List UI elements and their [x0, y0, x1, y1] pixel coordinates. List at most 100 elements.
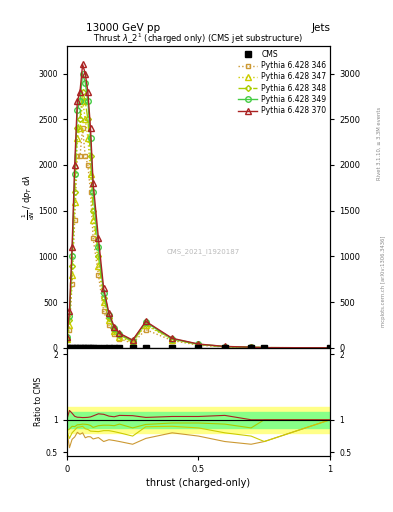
Line: Pythia 6.428 347: Pythia 6.428 347	[64, 98, 333, 351]
Pythia 6.428 347	[101, 299, 106, 305]
Pythia 6.428 370	[196, 341, 201, 347]
Pythia 6.428 348	[86, 116, 90, 122]
Pythia 6.428 349	[196, 341, 201, 347]
Pythia 6.428 346	[91, 235, 95, 241]
Pythia 6.428 348	[78, 116, 83, 122]
CMS	[67, 345, 72, 351]
Pythia 6.428 348	[67, 317, 72, 324]
Pythia 6.428 370	[83, 71, 88, 77]
Pythia 6.428 348	[70, 263, 74, 269]
CMS	[170, 345, 174, 351]
Pythia 6.428 370	[75, 98, 80, 104]
Pythia 6.428 370	[107, 310, 111, 316]
Pythia 6.428 346	[249, 345, 253, 351]
Pythia 6.428 370	[328, 345, 332, 351]
Pythia 6.428 370	[130, 337, 135, 343]
CMS	[80, 345, 85, 351]
Pythia 6.428 347	[83, 116, 88, 122]
Pythia 6.428 370	[91, 180, 95, 186]
Pythia 6.428 349	[64, 334, 69, 340]
CMS	[70, 345, 74, 351]
Pythia 6.428 346	[64, 336, 69, 342]
Pythia 6.428 370	[143, 318, 148, 325]
Y-axis label: Ratio to CMS: Ratio to CMS	[34, 377, 43, 426]
Pythia 6.428 370	[170, 335, 174, 342]
Pythia 6.428 370	[249, 344, 253, 350]
Pythia 6.428 346	[262, 345, 267, 351]
CMS	[75, 345, 80, 351]
Pythia 6.428 347	[249, 344, 253, 350]
Pythia 6.428 349	[75, 107, 80, 113]
Pythia 6.428 348	[96, 253, 101, 260]
Pythia 6.428 346	[80, 125, 85, 132]
CMS	[249, 345, 253, 351]
Pythia 6.428 348	[101, 294, 106, 301]
Pythia 6.428 347	[196, 342, 201, 348]
Pythia 6.428 349	[107, 312, 111, 318]
CMS	[130, 345, 135, 351]
Line: Pythia 6.428 370: Pythia 6.428 370	[64, 61, 333, 351]
Pythia 6.428 347	[64, 336, 69, 342]
Pythia 6.428 349	[83, 79, 88, 86]
Pythia 6.428 346	[328, 345, 332, 351]
Pythia 6.428 349	[88, 135, 93, 141]
Pythia 6.428 349	[67, 313, 72, 319]
Pythia 6.428 346	[101, 308, 106, 314]
CMS	[117, 345, 122, 351]
Pythia 6.428 348	[249, 344, 253, 350]
Pythia 6.428 349	[72, 171, 77, 177]
Pythia 6.428 346	[170, 337, 174, 344]
Pythia 6.428 346	[88, 189, 93, 196]
Pythia 6.428 349	[117, 331, 122, 337]
Pythia 6.428 348	[64, 336, 69, 342]
Pythia 6.428 346	[107, 322, 111, 328]
Text: mcplots.cern.ch [arXiv:1306.3436]: mcplots.cern.ch [arXiv:1306.3436]	[381, 236, 386, 327]
CMS	[262, 345, 267, 351]
Y-axis label: $\frac{1}{\mathrm{d}N}$ / $\mathrm{d}p_T$ $\mathrm{d}\lambda$: $\frac{1}{\mathrm{d}N}$ / $\mathrm{d}p_T…	[20, 174, 37, 220]
Pythia 6.428 348	[170, 336, 174, 343]
CMS	[328, 345, 332, 351]
Pythia 6.428 347	[75, 135, 80, 141]
Pythia 6.428 370	[72, 162, 77, 168]
Pythia 6.428 370	[112, 324, 117, 330]
CMS	[107, 345, 111, 351]
Pythia 6.428 347	[72, 199, 77, 205]
Pythia 6.428 347	[143, 322, 148, 328]
CMS	[83, 345, 88, 351]
CMS	[72, 345, 77, 351]
Pythia 6.428 370	[78, 89, 83, 95]
Pythia 6.428 347	[170, 336, 174, 343]
Pythia 6.428 349	[249, 344, 253, 350]
Pythia 6.428 346	[67, 327, 72, 333]
Pythia 6.428 347	[86, 135, 90, 141]
CMS	[64, 345, 69, 351]
Pythia 6.428 346	[130, 340, 135, 347]
Pythia 6.428 348	[80, 89, 85, 95]
Pythia 6.428 349	[112, 325, 117, 331]
Pythia 6.428 347	[67, 322, 72, 328]
Text: Rivet 3.1.10, ≥ 3.3M events: Rivet 3.1.10, ≥ 3.3M events	[377, 106, 382, 180]
CMS	[222, 345, 227, 351]
Pythia 6.428 348	[88, 153, 93, 159]
Pythia 6.428 347	[107, 317, 111, 324]
Pythia 6.428 348	[83, 98, 88, 104]
Pythia 6.428 347	[80, 98, 85, 104]
Pythia 6.428 348	[143, 321, 148, 327]
Pythia 6.428 349	[262, 345, 267, 351]
Pythia 6.428 370	[117, 330, 122, 336]
CMS	[96, 345, 101, 351]
Pythia 6.428 346	[86, 162, 90, 168]
Pythia 6.428 349	[101, 290, 106, 296]
Pythia 6.428 349	[91, 189, 95, 196]
Pythia 6.428 347	[262, 345, 267, 351]
CMS	[196, 345, 201, 351]
Pythia 6.428 370	[67, 308, 72, 314]
Pythia 6.428 349	[328, 345, 332, 351]
Pythia 6.428 370	[80, 61, 85, 68]
Pythia 6.428 349	[86, 98, 90, 104]
Line: Pythia 6.428 348: Pythia 6.428 348	[65, 90, 332, 350]
Pythia 6.428 348	[117, 332, 122, 338]
Pythia 6.428 346	[96, 272, 101, 278]
Line: CMS: CMS	[64, 345, 333, 351]
Pythia 6.428 348	[75, 125, 80, 132]
